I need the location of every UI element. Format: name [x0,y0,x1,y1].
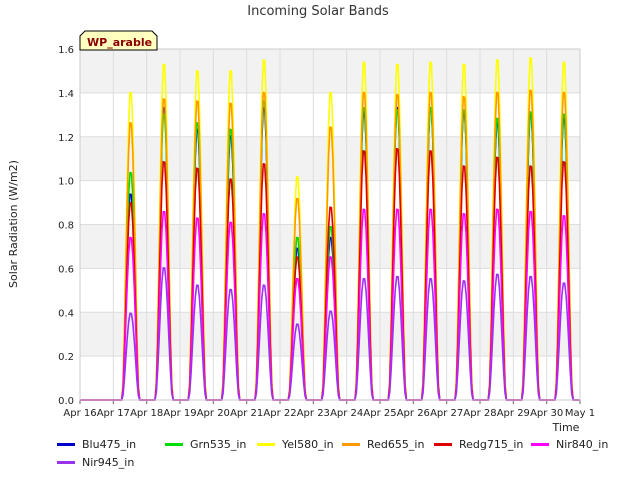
legend-item-Grn535_in: Grn535_in [165,436,246,452]
x-tick-label: Apr 28 [463,408,496,419]
x-tick-label: Apr 19 [163,408,196,419]
x-tick-label: Apr 24 [330,408,363,419]
x-tick-label: Apr 23 [297,408,330,419]
y-tick-label: 0.8 [58,221,74,232]
legend-label: Nir840_in [556,437,609,451]
legend-label: Grn535_in [190,437,247,451]
x-tick-label: Apr 22 [263,408,296,419]
x-tick-label: Apr 16 [63,408,96,419]
legend-swatch [57,442,75,446]
y-tick-label: 1.2 [58,133,74,144]
legend-swatch [342,442,360,446]
legend-label: Yel580_in [282,437,334,451]
x-tick-label: Apr 27 [430,408,463,419]
y-tick-labels: 0.0 0.2 0.4 0.6 0.8 1.0 1.2 1.4 1.6 [58,45,74,407]
axes [79,48,581,401]
legend-item-Nir945_in: Nir945_in [57,454,134,470]
y-tick-label: 0.0 [58,396,74,407]
x-tick-label: Apr 30 [530,408,563,419]
legend-swatch [434,442,452,446]
site-label: WP_arable [87,36,152,49]
legend-swatch [531,442,549,446]
legend-item-Yel580_in: Yel580_in [257,436,334,452]
series-line-Red655_in [80,89,580,401]
series-line-Nir840_in [80,208,580,401]
legend-swatch [257,442,275,446]
x-tick-label: Apr 21 [230,408,263,419]
plot-band [80,49,580,93]
legend-label: Nir945_in [82,455,135,469]
series-line-Yel580_in [80,56,580,401]
y-tick-label: 0.4 [58,308,74,319]
legend-label: Blu475_in [82,437,137,451]
x-axis-title: Time [552,421,580,434]
plot-band [80,268,580,313]
legend: Blu475_in Grn535_in Yel580_in Red655_in Redg… [57,436,617,472]
y-tick-label: 0.2 [58,352,74,363]
legend-swatch [165,442,183,446]
y-tick-label: 1.6 [58,45,74,56]
x-tick-label: Apr 17 [97,408,130,419]
x-tick-label: Apr 26 [397,408,430,419]
y-axis-title: Solar Radiation (W/m2) [7,160,20,288]
series-lines [80,56,580,401]
x-tick-label: Apr 18 [130,408,163,419]
y-tick-label: 0.6 [58,264,74,275]
legend-label: Red655_in [367,437,425,451]
legend-item-Nir840_in: Nir840_in [531,436,608,452]
plot-band [80,356,580,400]
legend-item-Redg715_in: Redg715_in [434,436,523,452]
y-tick-label: 1.0 [58,177,74,188]
plot-band [80,312,580,357]
legend-swatch [57,460,75,464]
site-label-box: WP_arable [79,30,158,51]
x-tick-labels: Apr 16 Apr 17 Apr 18 Apr 19 Apr 20 Apr 21 Apr … [63,408,595,419]
legend-label: Redg715_in [459,437,524,451]
legend-item-Red655_in: Red655_in [342,436,424,452]
series-line-Nir945_in [80,267,580,401]
series-line-Redg715_in [80,147,580,401]
x-tick-label: Apr 25 [363,408,396,419]
plot-band [80,136,580,181]
plot-frame [79,48,581,401]
chart-title: Incoming Solar Bands [247,4,389,19]
x-tick-label: Apr 20 [197,408,230,419]
y-tick-label: 1.4 [58,89,74,100]
legend-item-Blu475_in: Blu475_in [57,436,136,452]
x-tick-label: May 1 [565,408,595,419]
x-tick-label: Apr 29 [497,408,530,419]
site-label-background [79,30,158,51]
